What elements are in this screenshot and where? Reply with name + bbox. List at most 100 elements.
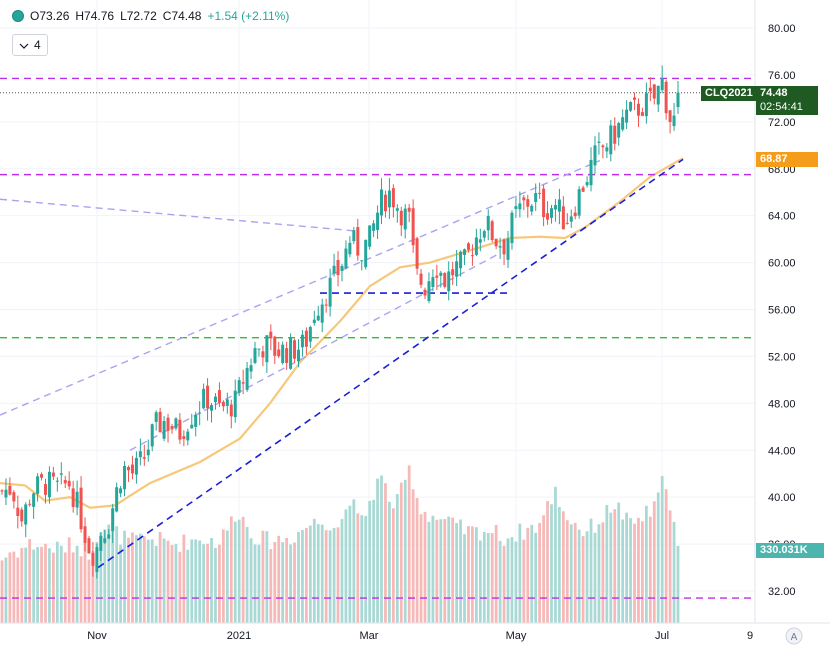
price-label: 64.00 [768, 211, 796, 223]
candle-body [498, 246, 502, 248]
volume-bar [597, 524, 601, 623]
volume-bar [229, 516, 233, 623]
candle-body [613, 125, 617, 144]
candle-body [123, 465, 127, 490]
candle-body [514, 206, 518, 210]
candle-body [380, 189, 384, 216]
candle-body [589, 159, 593, 186]
horizontal-levels [0, 77, 755, 599]
candle-body [273, 336, 277, 356]
candle-body [668, 110, 672, 122]
candle-body [166, 417, 170, 431]
candle-body [170, 426, 174, 430]
auto-scale-label: A [791, 632, 798, 643]
candle-body [549, 208, 553, 218]
candle-body [111, 508, 115, 532]
legend-high: H74.76 [75, 9, 115, 23]
candle-body [142, 457, 146, 459]
volume-bar [415, 498, 419, 623]
candle-body [463, 249, 467, 256]
volume-bar [486, 533, 490, 623]
candle-body [308, 326, 312, 342]
volume-bar [471, 526, 474, 623]
volume-tag: 330.031K [756, 543, 824, 558]
time-label: 9 [747, 630, 753, 642]
candle-body [625, 109, 629, 123]
candle-body [63, 480, 67, 484]
volume-bar [166, 540, 170, 623]
volume-bar [8, 552, 12, 623]
volume-bar [368, 500, 372, 623]
candle-body [470, 255, 474, 257]
volume-bar [585, 531, 589, 623]
auto-scale-button[interactable] [785, 627, 803, 645]
ohlc-legend: O73.26 H74.76 L72.72 C74.48 +1.54 (+2.11… [12, 9, 289, 23]
candle-body [391, 188, 395, 208]
candle-body [233, 390, 237, 418]
candle-body [198, 412, 202, 414]
candle-body [486, 215, 490, 231]
indicators-toggle-button[interactable]: 4 [12, 34, 48, 56]
volume-bar [463, 534, 466, 623]
candle-body [593, 145, 597, 166]
candle-body [8, 485, 12, 495]
candle-body [395, 208, 399, 211]
candle-body [522, 197, 526, 201]
candle-body [672, 115, 676, 127]
candle-body [534, 193, 538, 203]
candle-body [289, 337, 293, 369]
candle-body [561, 206, 565, 230]
time-label: Mar [360, 630, 379, 642]
trendline [97, 158, 684, 569]
candle-body [538, 192, 542, 194]
volume-bar [55, 541, 59, 623]
volume-bar [44, 543, 47, 623]
candle-body [403, 208, 407, 230]
volume-bar [467, 526, 470, 623]
volume-bar [577, 529, 581, 623]
candle-body [269, 331, 273, 339]
candle-body [229, 404, 233, 417]
candle-body [482, 231, 486, 238]
candle-body [241, 382, 245, 384]
countdown-tag: 02:54:41 [756, 100, 818, 115]
candle-body [47, 471, 51, 498]
volume-bar [518, 523, 522, 623]
volume-bar [221, 529, 225, 623]
candle-body [585, 182, 589, 186]
volume-bar [63, 552, 67, 623]
candle-body [569, 216, 573, 222]
volume-bar [32, 549, 36, 623]
candle-body [660, 77, 664, 91]
volume-bar [593, 532, 597, 623]
volume-bar [150, 539, 154, 623]
candle-body [439, 272, 443, 276]
volume-bar [344, 509, 348, 623]
volume-bar [190, 539, 194, 623]
volume-bar [356, 513, 360, 623]
price-label: 60.00 [768, 258, 796, 270]
volume-bar [127, 537, 130, 623]
candle-body [372, 223, 376, 231]
volume-bar [573, 522, 577, 623]
candle-body [316, 315, 320, 321]
volume-bar [431, 515, 435, 623]
candle-body [55, 480, 59, 482]
volume-bar [514, 541, 518, 623]
volume-bar [340, 519, 344, 623]
volume-bar [182, 534, 186, 623]
volume-bar [245, 527, 249, 623]
candle-body [138, 451, 142, 458]
candle-body [455, 261, 459, 277]
volume-bar [324, 530, 328, 623]
volume-bar [59, 545, 63, 623]
volume-bar [115, 526, 119, 623]
candle-body [265, 335, 269, 363]
volume-bar [506, 538, 510, 623]
legend-change: +1.54 (+2.11%) [207, 9, 290, 23]
candle-body [174, 418, 178, 429]
candle-body [296, 349, 300, 362]
volume-bar [241, 516, 245, 623]
candle-body [36, 476, 40, 494]
volume-bar [522, 539, 526, 623]
